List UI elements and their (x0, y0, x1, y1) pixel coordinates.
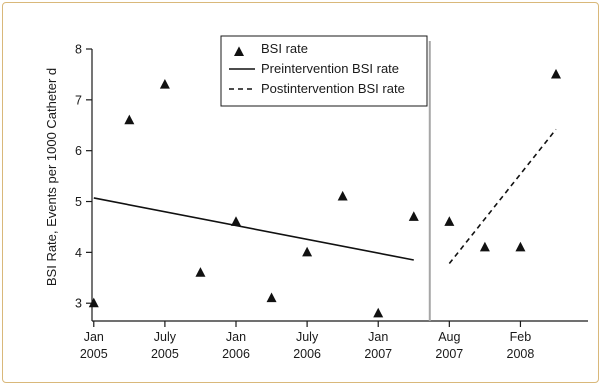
bsi-rate-point (337, 190, 348, 201)
legend-item: BSI rate (234, 41, 308, 57)
x-tick-label-month: July (154, 330, 177, 344)
legend-item: Postintervention BSI rate (229, 81, 405, 96)
data-points (88, 68, 561, 318)
y-tick-label: 5 (75, 195, 82, 209)
x-tick-label-month: Jan (84, 330, 104, 344)
bsi-rate-point (159, 79, 170, 89)
bsi-rate-point (444, 216, 455, 226)
bsi-rate-point (515, 241, 526, 252)
x-tick-label-year: 2007 (435, 347, 463, 361)
y-tick-label: 4 (75, 246, 82, 260)
x-tick-label-month: Aug (438, 330, 460, 344)
x-tick-label-year: 2007 (364, 347, 392, 361)
legend-item: Preintervention BSI rate (229, 61, 399, 76)
y-axis-ticks: 3 4 5 6 7 8 (75, 43, 92, 311)
x-tick-label-month: Jan (226, 330, 246, 344)
x-tick-label-year: 2008 (507, 347, 535, 361)
bsi-rate-point (551, 68, 561, 79)
y-axis-label: BSI Rate, Events per 1000 Catheter d (44, 68, 59, 286)
bsi-rate-point (124, 114, 135, 125)
legend: BSI rate Preintervention BSI rate Postinte… (220, 35, 428, 107)
preintervention-trend-line (93, 197, 414, 261)
legend-label: Postintervention BSI rate (261, 81, 405, 96)
y-tick-label: 3 (75, 297, 82, 311)
bsi-rate-point (479, 241, 490, 252)
bsi-rate-point (266, 292, 277, 303)
y-tick-label: 6 (75, 144, 82, 158)
x-tick-label-month: Feb (510, 330, 532, 344)
bsi-rate-point (373, 307, 384, 318)
x-tick-label-year: 2006 (222, 347, 250, 361)
x-tick-label-year: 2005 (80, 347, 108, 361)
bsi-rate-point (231, 216, 241, 226)
axes (91, 41, 588, 322)
legend-label: BSI rate (261, 41, 308, 56)
bsi-rate-point (408, 211, 419, 221)
y-tick-label: 7 (75, 93, 82, 107)
postintervention-trend-line (448, 128, 557, 265)
bsi-rate-point (88, 297, 99, 308)
x-axis-ticks: Jan 2005 July 2005 Jan 2006 July 2006 Jan 2007 Aug… (80, 321, 535, 361)
legend-triangle-icon (234, 46, 244, 57)
legend-box (220, 35, 428, 107)
bsi-rate-point (302, 246, 313, 257)
x-tick-label-year: 2006 (293, 347, 321, 361)
legend-label: Preintervention BSI rate (261, 61, 399, 76)
trend-lines (93, 128, 557, 265)
y-tick-label: 8 (75, 43, 82, 57)
bsi-rate-point (195, 267, 206, 277)
x-tick-label-month: July (296, 330, 319, 344)
x-tick-label-year: 2005 (151, 347, 179, 361)
x-tick-label-month: Jan (368, 330, 388, 344)
